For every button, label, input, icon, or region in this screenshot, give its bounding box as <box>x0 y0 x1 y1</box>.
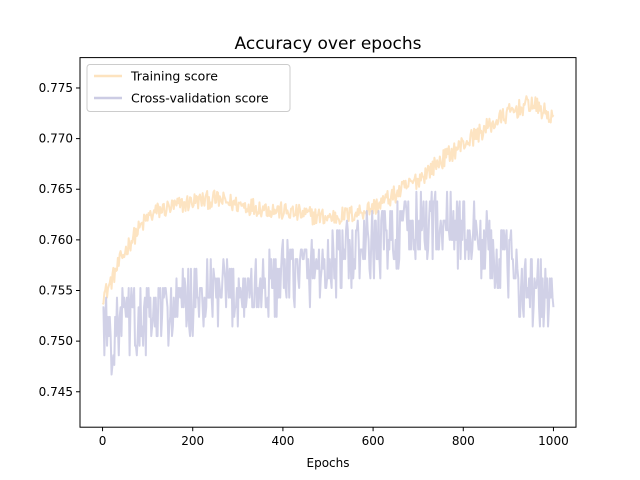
x-tick-label: 600 <box>362 434 385 448</box>
training-score-line <box>101 95 555 305</box>
x-axis: 0 200 400 600 800 1000 <box>99 427 569 448</box>
legend-label-cross-validation: Cross-validation score <box>131 91 269 106</box>
x-tick-label: 400 <box>271 434 294 448</box>
legend-box <box>86 64 291 112</box>
legend-label-training: Training score <box>130 69 218 84</box>
x-tick-label: 800 <box>452 434 475 448</box>
y-tick-label: 0.755 <box>39 283 73 297</box>
y-tick-label: 0.770 <box>39 132 73 146</box>
series-layer <box>101 95 555 376</box>
chart-title: Accuracy over epochs <box>235 34 422 54</box>
plot-frame <box>79 57 577 428</box>
y-tick-label: 0.745 <box>39 385 73 399</box>
y-tick-label: 0.775 <box>39 81 73 95</box>
y-tick-label: 0.750 <box>39 334 73 348</box>
y-axis: 0.745 0.750 0.755 0.760 0.765 0.770 0.775 <box>39 81 80 399</box>
x-tick-label: 0 <box>99 434 107 448</box>
legend: Training score Cross-validation score <box>86 64 291 112</box>
x-tick-label: 1000 <box>538 434 569 448</box>
x-axis-label: Epochs <box>307 456 350 470</box>
y-tick-label: 0.765 <box>39 182 73 196</box>
x-tick-label: 200 <box>181 434 204 448</box>
y-tick-label: 0.760 <box>39 233 73 247</box>
cross-validation-score-line <box>102 190 555 376</box>
